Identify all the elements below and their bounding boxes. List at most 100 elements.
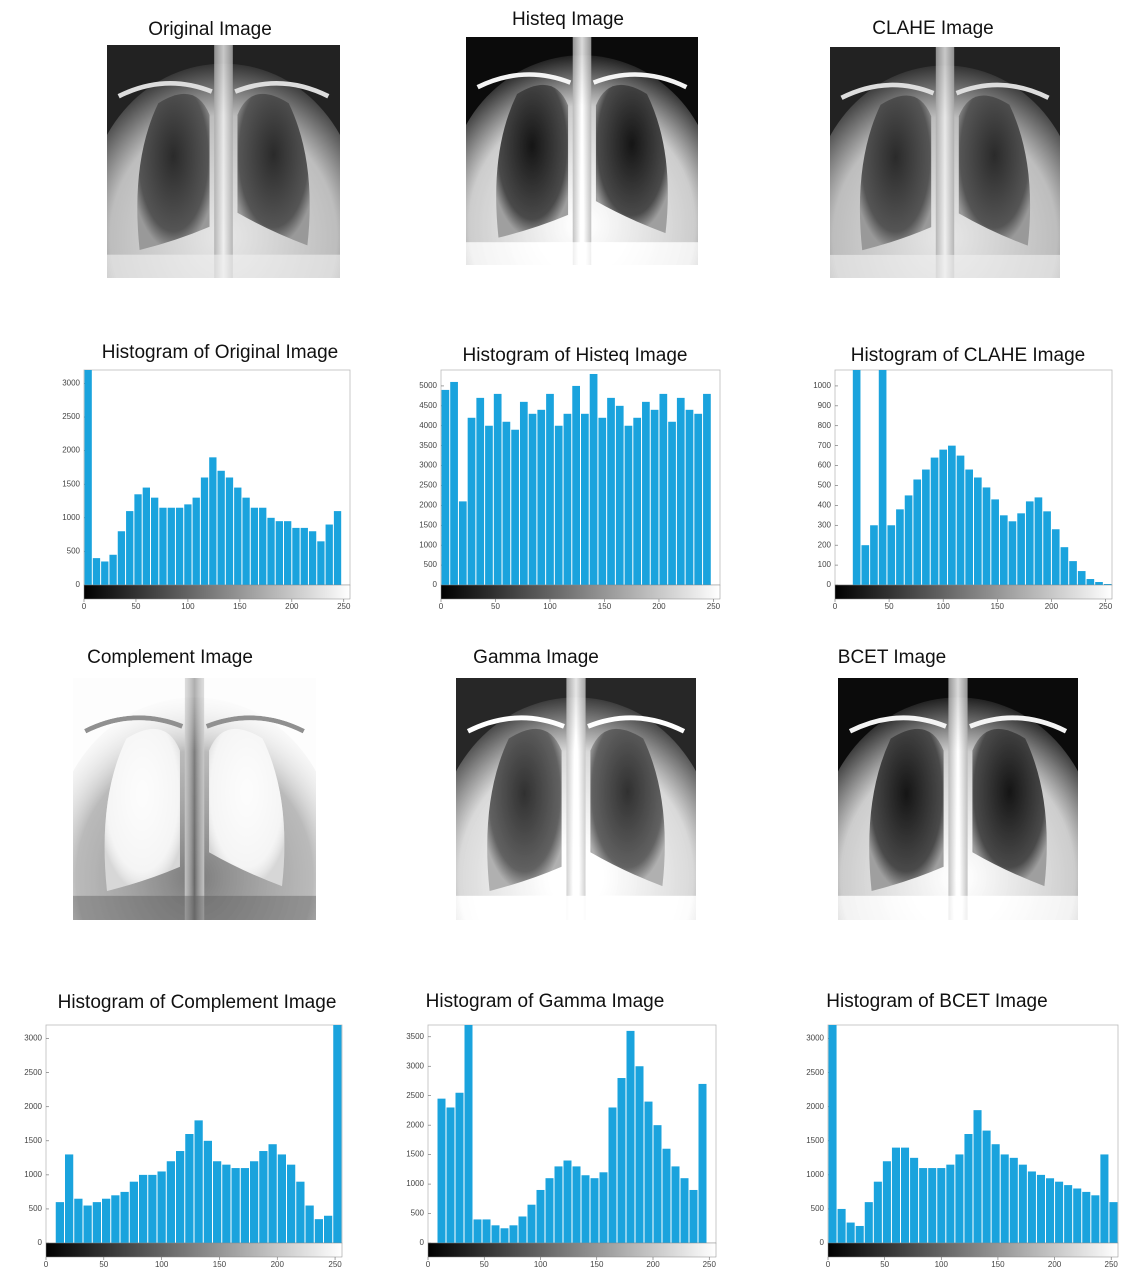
bar: [635, 1066, 644, 1243]
bar: [901, 1147, 910, 1243]
bar: [563, 1160, 572, 1243]
bar: [837, 1208, 846, 1243]
bar: [437, 1098, 446, 1243]
bar: [999, 515, 1008, 585]
x-tick-label: 0: [826, 1260, 831, 1269]
bar: [1055, 1181, 1064, 1243]
x-ray-image: [812, 47, 1079, 352]
x-tick-label: 250: [707, 602, 721, 611]
bar: [1000, 1154, 1009, 1243]
x-tick-label: 0: [439, 602, 444, 611]
x-tick-label: 50: [132, 602, 141, 611]
image-title: Original Image: [148, 19, 272, 40]
bar: [92, 558, 101, 585]
x-tick-label: 100: [155, 1260, 169, 1269]
bar: [250, 1161, 259, 1243]
bar: [852, 370, 861, 585]
x-tick-label: 200: [646, 1260, 660, 1269]
bar: [175, 507, 184, 585]
y-tick-label: 1500: [406, 1150, 424, 1159]
bar: [317, 541, 325, 585]
bar: [964, 1134, 973, 1243]
bar: [1103, 584, 1112, 585]
bar: [1027, 1171, 1036, 1243]
y-tick-label: 2500: [24, 1068, 42, 1077]
chart-title: Histogram of Gamma Image: [426, 991, 665, 1012]
y-tick-label: 0: [38, 1238, 43, 1247]
x-tick-label: 50: [491, 602, 500, 611]
bar: [615, 405, 624, 585]
x-ray-image: [54, 678, 336, 997]
y-tick-label: 800: [818, 421, 832, 430]
bar: [607, 397, 615, 585]
y-tick-label: 3000: [406, 1061, 424, 1070]
bar: [259, 507, 267, 585]
y-tick-label: 0: [420, 1238, 425, 1247]
bar: [910, 1157, 919, 1243]
x-tick-label: 150: [213, 1260, 227, 1269]
bar: [509, 1225, 518, 1243]
x-ray-image: [447, 37, 716, 338]
bar: [581, 413, 589, 585]
bar: [589, 373, 598, 585]
x-tick-label: 150: [991, 602, 1005, 611]
bar: [217, 470, 225, 585]
bar: [956, 455, 965, 585]
bar: [626, 1030, 635, 1243]
x-tick-label: 150: [991, 1260, 1005, 1269]
x-tick-label: 50: [99, 1260, 108, 1269]
bar: [519, 401, 528, 585]
x-tick-label: 100: [534, 1260, 548, 1269]
bar: [948, 445, 956, 585]
bar: [120, 1191, 129, 1243]
bar: [209, 457, 217, 585]
bar: [84, 370, 92, 585]
bar: [250, 507, 259, 585]
x-tick-label: 50: [880, 1260, 889, 1269]
y-tick-label: 400: [818, 500, 832, 509]
bar: [680, 1178, 689, 1243]
x-tick-label: 0: [833, 602, 838, 611]
x-tick-label: 100: [181, 602, 195, 611]
y-tick-label: 2000: [419, 500, 437, 509]
bar: [1018, 1164, 1027, 1243]
image-title: Gamma Image: [473, 647, 599, 668]
x-tick-label: 0: [82, 602, 87, 611]
bar: [446, 1107, 455, 1243]
x-tick-label: 150: [233, 602, 247, 611]
y-tick-label: 3500: [419, 441, 437, 450]
y-tick-label: 4500: [419, 401, 437, 410]
bar: [891, 1147, 900, 1243]
bar: [527, 1204, 536, 1243]
bar: [919, 1168, 928, 1243]
bar: [965, 469, 973, 585]
x-tick-label: 50: [885, 602, 894, 611]
y-tick-label: 700: [818, 441, 832, 450]
bar: [126, 511, 134, 585]
bar: [644, 1101, 653, 1243]
y-tick-label: 2500: [406, 1091, 424, 1100]
bar: [305, 1205, 314, 1243]
y-tick-label: 2500: [806, 1068, 824, 1077]
bar: [111, 1195, 120, 1243]
bar: [134, 494, 142, 585]
y-tick-label: 1500: [419, 520, 437, 529]
bar: [284, 521, 292, 585]
bar: [873, 1181, 882, 1243]
x-tick-label: 250: [337, 602, 351, 611]
bar: [139, 1174, 148, 1243]
bar: [930, 457, 939, 585]
chart-title: Histogram of BCET Image: [826, 991, 1047, 1012]
bar: [1060, 547, 1069, 585]
bar: [213, 1161, 222, 1243]
bar: [1095, 582, 1103, 585]
bar: [473, 1219, 482, 1243]
bar: [476, 397, 485, 585]
bar: [242, 497, 250, 585]
bar: [455, 1092, 464, 1243]
bar: [1051, 529, 1060, 585]
bar: [450, 381, 458, 585]
bar: [109, 554, 117, 585]
bar: [528, 413, 537, 585]
